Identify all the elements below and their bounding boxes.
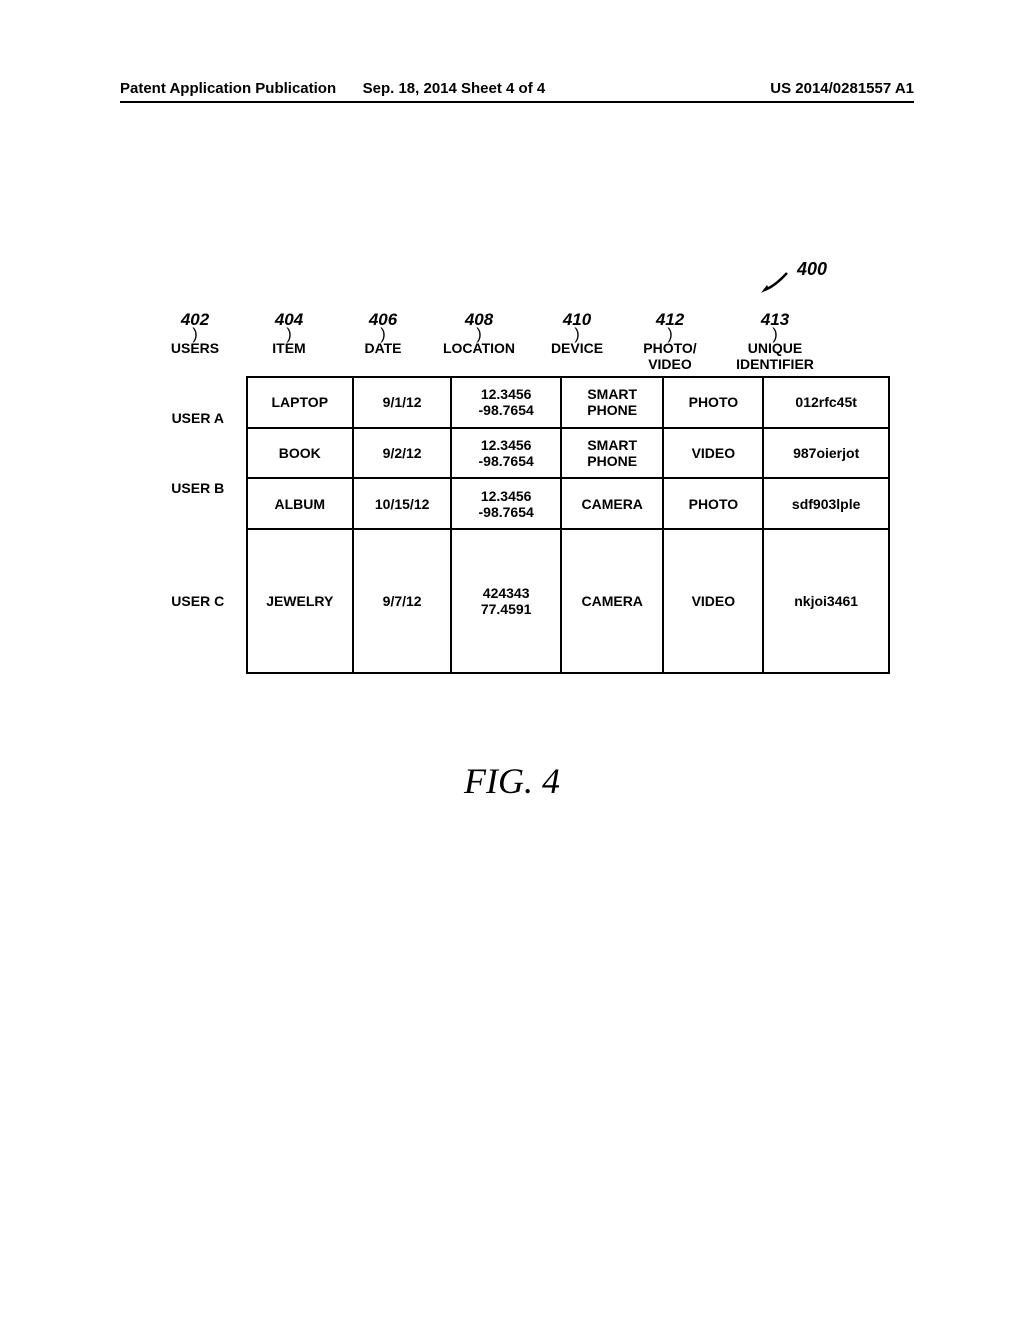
curved-arrow-icon (759, 265, 799, 295)
column-header-identifier: 413 ) UNIQUEIDENTIFIER (716, 310, 834, 372)
cell-device: CAMERA (561, 529, 663, 673)
cell-photovideo: PHOTO (663, 478, 763, 529)
page-header: Patent Application Publication Sep. 18, … (120, 80, 914, 103)
paren-icon: ) (428, 330, 530, 340)
column-label-photovideo: PHOTO/VIDEO (624, 340, 716, 372)
column-header-date: 406 ) DATE (338, 310, 428, 372)
users-cell-ab: USER A USER B (150, 377, 247, 529)
cell-identifier: nkjoi3461 (763, 529, 889, 673)
cell-identifier: 987oierjot (763, 428, 889, 479)
column-header-users: 402 ) USERS (150, 310, 240, 372)
cell-date: 9/2/12 (353, 428, 451, 479)
cell-device: SMARTPHONE (561, 428, 663, 479)
publication-number: US 2014/0281557 A1 (693, 80, 914, 97)
column-label-date: DATE (338, 340, 428, 356)
paren-icon: ) (624, 330, 716, 340)
column-label-location: LOCATION (428, 340, 530, 356)
table-row: USER A USER B LAPTOP 9/1/12 12.3456-98.7… (150, 377, 889, 428)
table-row: ALBUM 10/15/12 12.3456-98.7654 CAMERA PH… (150, 478, 889, 529)
cell-photovideo: VIDEO (663, 529, 763, 673)
column-label-identifier: UNIQUEIDENTIFIER (716, 340, 834, 372)
column-header-item: 404 ) ITEM (240, 310, 338, 372)
cell-item: ALBUM (247, 478, 354, 529)
cell-location: 12.3456-98.7654 (451, 428, 561, 479)
user-b-label: USER B (154, 480, 242, 496)
paren-icon: ) (530, 330, 624, 340)
cell-location: 12.3456-98.7654 (451, 377, 561, 428)
figure-caption: FIG. 4 (0, 760, 1024, 802)
column-label-item: ITEM (240, 340, 338, 356)
cell-location: 12.3456-98.7654 (451, 478, 561, 529)
paren-icon: ) (150, 330, 240, 340)
data-table-container: 402 ) USERS 404 ) ITEM 406 ) DATE 408 ) … (150, 310, 890, 674)
cell-item: JEWELRY (247, 529, 354, 673)
paren-icon: ) (716, 330, 834, 340)
cell-device: CAMERA (561, 478, 663, 529)
data-table: USER A USER B LAPTOP 9/1/12 12.3456-98.7… (150, 376, 890, 674)
column-headers-row: 402 ) USERS 404 ) ITEM 406 ) DATE 408 ) … (150, 310, 890, 372)
column-label-device: DEVICE (530, 340, 624, 356)
figure-reference-number: 400 (797, 259, 827, 280)
publication-label: Patent Application Publication (120, 80, 363, 97)
cell-location: 42434377.4591 (451, 529, 561, 673)
cell-identifier: sdf903lple (763, 478, 889, 529)
user-a-label: USER A (154, 410, 242, 426)
cell-identifier: 012rfc45t (763, 377, 889, 428)
table-row: BOOK 9/2/12 12.3456-98.7654 SMARTPHONE V… (150, 428, 889, 479)
column-label-users: USERS (150, 340, 240, 356)
figure-reference-400: 400 (759, 265, 799, 295)
cell-photovideo: PHOTO (663, 377, 763, 428)
cell-date: 9/1/12 (353, 377, 451, 428)
cell-item: LAPTOP (247, 377, 354, 428)
date-sheet: Sep. 18, 2014 Sheet 4 of 4 (363, 80, 694, 97)
users-cell-c: USER C (150, 529, 247, 673)
cell-date: 9/7/12 (353, 529, 451, 673)
paren-icon: ) (240, 330, 338, 340)
cell-device: SMARTPHONE (561, 377, 663, 428)
column-header-location: 408 ) LOCATION (428, 310, 530, 372)
cell-photovideo: VIDEO (663, 428, 763, 479)
cell-date: 10/15/12 (353, 478, 451, 529)
table-row: USER C JEWELRY 9/7/12 42434377.4591 CAME… (150, 529, 889, 673)
column-header-photovideo: 412 ) PHOTO/VIDEO (624, 310, 716, 372)
cell-item: BOOK (247, 428, 354, 479)
column-header-device: 410 ) DEVICE (530, 310, 624, 372)
paren-icon: ) (338, 330, 428, 340)
